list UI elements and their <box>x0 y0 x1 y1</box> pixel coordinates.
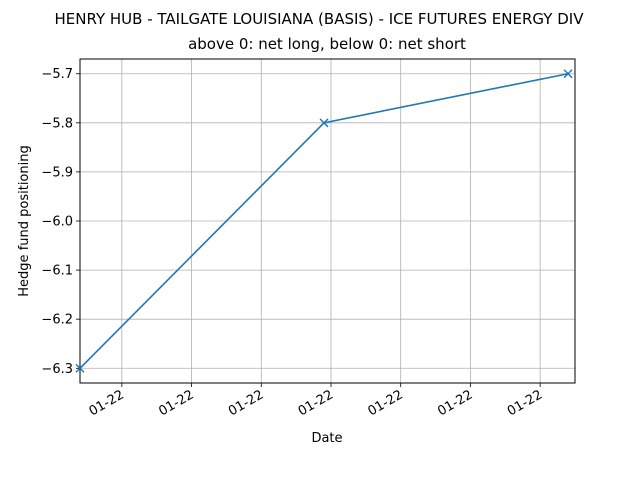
x-tick-label: 01-22 <box>365 387 405 419</box>
x-axis-label: Date <box>311 431 342 446</box>
data-point-marker <box>319 118 329 128</box>
chart-title: HENRY HUB - TAILGATE LOUISIANA (BASIS) -… <box>55 10 585 28</box>
x-tick-label: 01-22 <box>435 387 475 419</box>
y-tick-label: −6.0 <box>41 215 73 230</box>
marker-stroke <box>75 363 85 373</box>
y-tick-label: −6.1 <box>41 264 73 279</box>
plot-area: −6.3 −6.2 −6.1 −6.0 −5.9 −5.8 −5.7 01-22 01-22 01… <box>41 58 576 419</box>
x-tick-label: 01-22 <box>505 387 545 419</box>
y-tick-label: −6.3 <box>41 362 73 377</box>
y-tick-label: −5.9 <box>41 165 73 180</box>
marker-stroke <box>319 118 329 128</box>
y-tick-label: −6.2 <box>41 313 73 328</box>
chart-subtitle: above 0: net long, below 0: net short <box>188 35 466 53</box>
x-tick-label: 01-22 <box>87 387 127 419</box>
x-tick-label: 01-22 <box>156 387 196 419</box>
y-tick-label: −5.8 <box>41 116 73 131</box>
x-tick-label: 01-22 <box>226 387 266 419</box>
marker-stroke <box>563 69 573 79</box>
data-point-marker <box>75 363 85 373</box>
y-tick-label: −5.7 <box>41 67 73 82</box>
data-point-marker <box>563 69 573 79</box>
y-axis-label: Hedge fund positioning <box>17 145 32 296</box>
x-tick-label: 01-22 <box>296 387 336 419</box>
